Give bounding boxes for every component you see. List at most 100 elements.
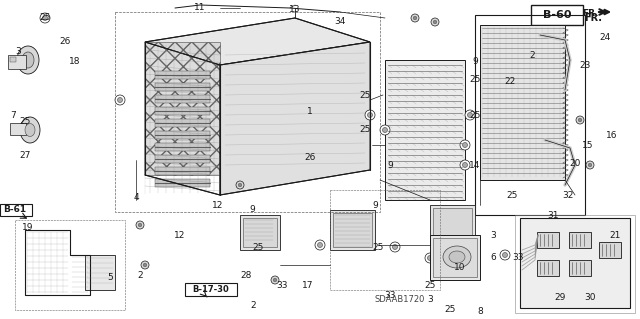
Circle shape <box>141 261 149 269</box>
Bar <box>155 179 210 187</box>
Text: FR.: FR. <box>582 10 598 19</box>
Text: 25: 25 <box>359 125 371 135</box>
Text: 33: 33 <box>384 291 396 300</box>
Text: B-60: B-60 <box>543 10 572 20</box>
Text: 20: 20 <box>570 159 580 167</box>
Circle shape <box>367 113 372 117</box>
Text: 24: 24 <box>600 33 611 42</box>
Circle shape <box>238 183 242 187</box>
Text: 25: 25 <box>372 242 384 251</box>
Bar <box>155 107 210 115</box>
Bar <box>155 71 210 79</box>
Text: 14: 14 <box>469 160 481 169</box>
Bar <box>10 123 26 135</box>
Circle shape <box>452 270 458 275</box>
Bar <box>430 235 480 280</box>
Circle shape <box>500 250 510 260</box>
Circle shape <box>392 244 397 249</box>
Bar <box>433 238 477 277</box>
Text: 15: 15 <box>582 140 594 150</box>
Text: 31: 31 <box>547 211 559 219</box>
Bar <box>430 205 475 245</box>
Bar <box>240 215 280 250</box>
Circle shape <box>271 276 279 284</box>
Text: 32: 32 <box>563 190 573 199</box>
Text: 3: 3 <box>15 48 21 56</box>
Text: 33: 33 <box>276 280 288 290</box>
Text: 18: 18 <box>69 57 81 66</box>
Circle shape <box>136 221 144 229</box>
Circle shape <box>390 242 400 252</box>
Bar <box>599 242 621 258</box>
Text: 25: 25 <box>359 91 371 100</box>
Bar <box>0 204 32 216</box>
Text: 12: 12 <box>174 231 186 240</box>
Circle shape <box>460 160 470 170</box>
Text: 26: 26 <box>304 153 316 162</box>
Circle shape <box>588 163 592 167</box>
Circle shape <box>273 278 277 282</box>
Text: 25: 25 <box>469 76 481 85</box>
Text: 25: 25 <box>252 243 264 253</box>
Text: 26: 26 <box>60 38 70 47</box>
Circle shape <box>317 242 323 248</box>
Text: 10: 10 <box>454 263 466 272</box>
Text: 25: 25 <box>444 306 456 315</box>
Bar <box>569 232 591 248</box>
Text: 1: 1 <box>307 108 313 116</box>
Circle shape <box>463 143 467 147</box>
Text: 34: 34 <box>334 18 346 26</box>
Bar <box>330 210 375 250</box>
Ellipse shape <box>25 123 35 137</box>
Bar <box>385 60 465 200</box>
Bar <box>537 260 559 276</box>
Bar <box>10 57 16 62</box>
Text: 7: 7 <box>10 110 16 120</box>
Text: 27: 27 <box>19 151 31 160</box>
Circle shape <box>40 13 50 23</box>
Text: 25: 25 <box>19 117 31 127</box>
Text: B-61: B-61 <box>3 205 27 214</box>
Text: 2: 2 <box>250 300 256 309</box>
Text: 28: 28 <box>240 271 252 279</box>
Bar <box>515 215 635 313</box>
Text: FR.: FR. <box>584 13 602 23</box>
Circle shape <box>118 98 122 102</box>
Text: 25: 25 <box>424 280 436 290</box>
Text: 25: 25 <box>506 190 518 199</box>
Text: 25: 25 <box>469 110 481 120</box>
Bar <box>155 83 210 91</box>
Polygon shape <box>220 42 370 195</box>
Circle shape <box>236 181 244 189</box>
Circle shape <box>425 253 435 263</box>
Circle shape <box>586 161 594 169</box>
Bar <box>480 25 565 180</box>
Circle shape <box>380 125 390 135</box>
Text: 11: 11 <box>195 4 205 12</box>
Bar <box>155 143 210 151</box>
Text: 12: 12 <box>212 201 224 210</box>
Bar <box>8 55 26 69</box>
Bar <box>243 218 277 247</box>
Bar <box>155 131 210 139</box>
Text: 9: 9 <box>387 160 393 169</box>
Text: SDAAB1720: SDAAB1720 <box>375 295 425 305</box>
Text: 9: 9 <box>249 205 255 214</box>
Circle shape <box>460 140 470 150</box>
Text: 9: 9 <box>472 57 478 66</box>
Bar <box>155 95 210 103</box>
Text: 3: 3 <box>427 295 433 305</box>
Text: 3: 3 <box>490 231 496 240</box>
Circle shape <box>431 18 439 26</box>
Bar <box>145 42 220 175</box>
Circle shape <box>502 253 508 257</box>
Text: 17: 17 <box>302 280 314 290</box>
Circle shape <box>465 110 475 120</box>
Circle shape <box>143 263 147 267</box>
Circle shape <box>467 113 472 117</box>
Bar <box>475 15 585 215</box>
Text: 9: 9 <box>372 201 378 210</box>
Circle shape <box>463 162 467 167</box>
Text: 19: 19 <box>22 224 34 233</box>
Text: 2: 2 <box>529 50 535 60</box>
